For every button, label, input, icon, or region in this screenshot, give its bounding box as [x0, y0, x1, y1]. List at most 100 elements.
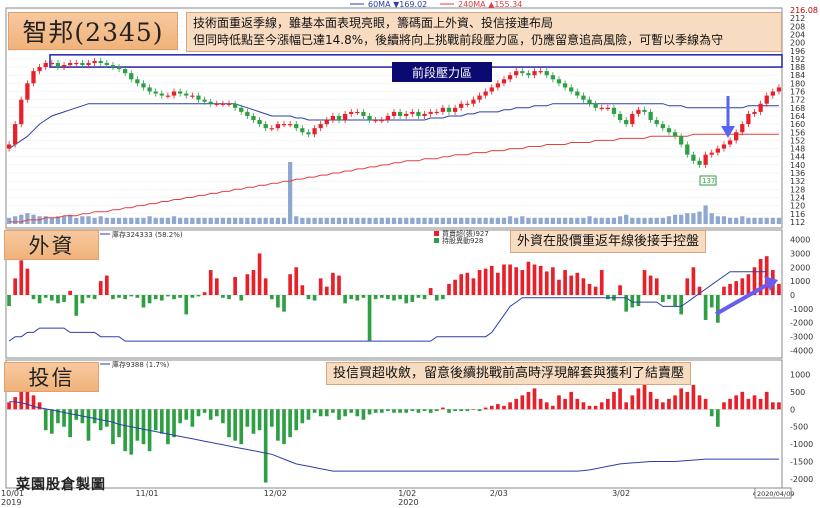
candle-body — [538, 71, 543, 73]
x-end-label: 2020/04/09 — [757, 490, 794, 498]
candle-body — [587, 99, 592, 104]
candle-body — [746, 113, 751, 125]
candle-body — [520, 71, 525, 74]
trust-bar — [31, 395, 36, 410]
candle-body — [43, 62, 48, 68]
candle-body — [165, 95, 171, 97]
foreign-bar — [496, 272, 500, 295]
volume-bar — [666, 216, 672, 224]
trust-bar — [612, 391, 616, 410]
volume-bar — [587, 216, 592, 224]
price-tick-label: 112 — [790, 218, 805, 227]
trust-bar — [520, 395, 525, 410]
volume-bar — [92, 217, 97, 224]
foreign-bar — [777, 283, 781, 295]
legend-ma60-text: 60MA ▼169.02 — [368, 0, 427, 9]
candle-body — [575, 91, 580, 96]
foreign-bar — [471, 278, 476, 295]
volume-bar — [13, 216, 18, 224]
price-tick-label: 216.08 — [790, 6, 818, 15]
candle-body — [556, 79, 562, 84]
volume-bar — [171, 216, 177, 224]
foreign-bar — [544, 271, 549, 295]
candle-body — [679, 136, 684, 145]
volume-bar — [342, 217, 348, 224]
candle-body — [477, 95, 482, 100]
candle-body — [385, 115, 391, 121]
trust-bar — [56, 409, 60, 424]
volume-bar — [129, 217, 134, 224]
foreign-bar — [190, 295, 195, 298]
trust-bar — [184, 409, 189, 420]
candle-body — [294, 124, 299, 129]
volume-bar — [727, 217, 733, 224]
candle-body — [239, 107, 244, 112]
trust-bar — [324, 409, 329, 417]
foreign-bar — [551, 267, 555, 295]
candle-body — [55, 62, 61, 68]
trust-bar — [685, 391, 690, 410]
low-annotation-box — [699, 175, 717, 186]
candle-body — [740, 124, 745, 133]
trust-bar — [166, 409, 170, 445]
trust-bar — [68, 409, 72, 438]
foreign-bar — [642, 270, 647, 295]
foreign-bar — [722, 286, 726, 295]
volume-bar — [770, 217, 775, 224]
volume-bar — [324, 217, 329, 224]
candle-body — [245, 111, 250, 116]
volume-bar — [147, 216, 152, 224]
volume-bar — [43, 216, 48, 224]
candle-body — [752, 111, 757, 114]
trust-bar — [544, 402, 549, 410]
trust-bar — [318, 409, 323, 417]
foreign-bar — [630, 295, 635, 308]
foreign-bar — [221, 295, 225, 298]
volume-bar — [514, 217, 519, 224]
candle-body — [153, 91, 158, 94]
candle-body — [489, 87, 494, 92]
candle-body — [709, 152, 714, 155]
foreign-bar — [56, 295, 60, 304]
volume-bar — [110, 217, 116, 224]
trust-bar — [245, 409, 250, 427]
trust-bar — [190, 409, 195, 427]
trust-bar — [728, 398, 732, 410]
foreign-bar — [709, 295, 714, 308]
trust-tick-label: 500 — [790, 388, 805, 397]
foreign-bar — [746, 274, 751, 295]
trust-bar — [679, 388, 684, 410]
trust-bar — [752, 395, 757, 410]
volume-bar — [544, 217, 549, 224]
candle-body — [697, 160, 702, 165]
candle-body — [147, 87, 152, 92]
candle-body — [220, 103, 226, 105]
candle-body — [562, 83, 568, 88]
volume-bar — [624, 214, 629, 224]
volume-bar — [49, 217, 54, 224]
trust-inv-text: 庫存9388 (1.7%) — [112, 360, 170, 369]
foreign-bar — [648, 275, 653, 295]
legend-ma240-text: 240MA ▲155.34 — [458, 0, 522, 9]
foreign-tick-label: -3000 — [790, 333, 813, 342]
foreign-bar — [367, 295, 372, 341]
volume-bar — [330, 217, 336, 224]
trust-bar — [306, 409, 311, 420]
trust-bar — [758, 398, 763, 410]
volume-bar — [251, 217, 256, 224]
foreign-bar — [25, 268, 30, 295]
trust-bar — [104, 409, 109, 427]
foreign-bar — [422, 295, 427, 300]
trust-bar — [557, 395, 561, 410]
x-tick-label: 11/01 — [135, 489, 158, 498]
main-note-line1: 技術面重返季線，雖基本面表現亮眼，籌碼面上外資、投信接連布局 — [193, 16, 554, 30]
trust-bar — [716, 409, 720, 427]
foreign-bar — [569, 275, 574, 295]
volume-bar — [465, 217, 470, 224]
trust-bar — [349, 409, 354, 413]
volume-bar — [61, 216, 67, 224]
volume-bar — [373, 217, 378, 224]
foreign-legend2-text: 持股異動928 — [442, 236, 483, 245]
trust-bar — [416, 409, 421, 413]
candle-body — [25, 83, 30, 100]
